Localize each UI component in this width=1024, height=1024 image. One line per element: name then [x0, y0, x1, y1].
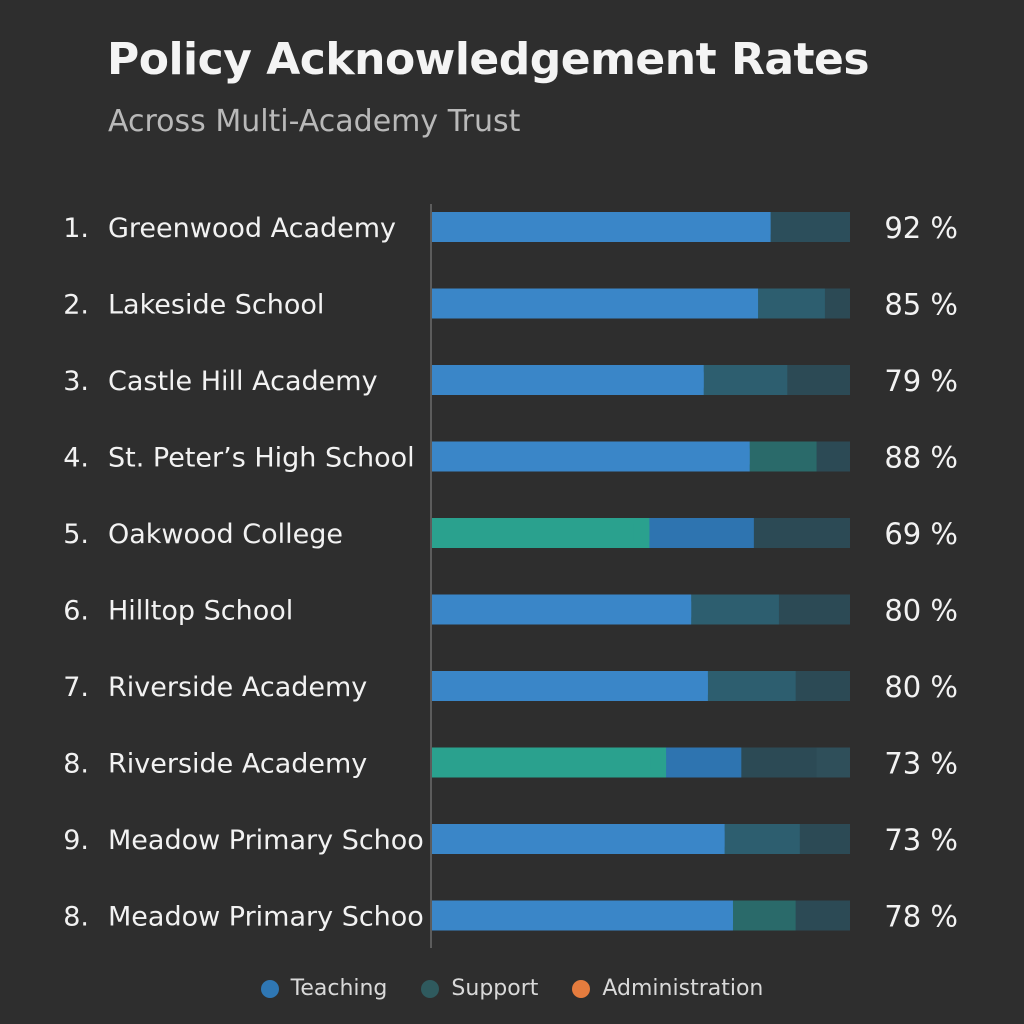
- bar-segment: [432, 288, 763, 319]
- bar-segment-cap: [754, 212, 771, 242]
- legend-label-teaching: Teaching: [290, 976, 388, 1001]
- rank-label: 8.: [63, 902, 89, 933]
- bar-row: 5. Oakwood College 69 %: [63, 517, 958, 551]
- bar-segment: [753, 518, 850, 548]
- chart-subtitle: Across Multi-Academy Trust: [108, 104, 521, 139]
- bar-row: 8. Meadow Primary Schoo 78 %: [63, 900, 958, 934]
- value-label: 78 %: [884, 900, 958, 934]
- bar-segment: [432, 824, 729, 854]
- bar-segment: [432, 900, 737, 931]
- bar-segment: [707, 671, 800, 701]
- category-label: Riverside Academy: [108, 672, 367, 703]
- legend-item-teaching: Teaching: [260, 976, 388, 1001]
- bar-segment-cap: [742, 288, 759, 319]
- value-label: 92 %: [884, 211, 958, 245]
- bar-segment: [749, 441, 821, 472]
- value-label: 80 %: [884, 670, 958, 704]
- bar-segment: [816, 441, 850, 472]
- bar-row: 8. Riverside Academy 73 %: [63, 747, 958, 781]
- bar-segment: [795, 900, 850, 931]
- rank-label: 2.: [63, 290, 89, 321]
- category-label: Riverside Academy: [108, 749, 367, 780]
- value-label: 79 %: [884, 364, 958, 398]
- bar-row: 9. Meadow Primary Schoo 73 %: [63, 823, 958, 857]
- bar-segment: [432, 518, 654, 548]
- value-label: 73 %: [884, 823, 958, 857]
- category-label: Oakwood College: [108, 519, 343, 550]
- value-label: 85 %: [884, 288, 958, 322]
- category-label: Meadow Primary Schoo: [108, 825, 424, 856]
- legend-swatch-teaching: [260, 979, 279, 998]
- chart-legend: Teaching Support Administration: [0, 976, 1024, 1001]
- bar-row: 1. Greenwood Academy 92 %: [63, 211, 958, 245]
- bar-segment: [741, 747, 821, 778]
- category-label: St. Peter’s High School: [108, 443, 415, 474]
- bar-segment: [770, 212, 850, 242]
- bar-segment: [649, 518, 758, 548]
- bar-segment: [432, 441, 754, 472]
- rank-label: 7.: [63, 672, 89, 703]
- bar-segment-cap: [708, 824, 725, 854]
- bar-chart: 1. Greenwood Academy 92 % 2. Lakeside School…: [63, 204, 958, 948]
- bar-segment: [758, 288, 829, 319]
- rank-label: 5.: [63, 519, 89, 550]
- legend-item-support: Support: [421, 976, 538, 1001]
- rank-label: 8.: [63, 749, 89, 780]
- bar-segment: [799, 824, 850, 854]
- bar-segment-cap: [687, 365, 704, 395]
- rank-label: 4.: [63, 443, 89, 474]
- bar-segment-cap: [650, 747, 667, 778]
- legend-swatch-support: [421, 979, 440, 998]
- bar-row: 6. Hilltop School 80 %: [63, 594, 958, 628]
- bar-segment-cap: [675, 594, 692, 625]
- bar-segment: [432, 212, 775, 242]
- bar-segment-cap: [633, 518, 650, 548]
- bar-segment: [691, 594, 783, 625]
- bar-segment: [816, 747, 850, 778]
- legend-label-support: Support: [451, 976, 539, 1001]
- category-label: Lakeside School: [108, 290, 324, 321]
- legend-swatch-administration: [572, 979, 591, 998]
- bar-segment-cap: [691, 671, 708, 701]
- rank-label: 9.: [63, 825, 89, 856]
- bar-segment: [824, 288, 850, 319]
- bar-segment: [778, 594, 850, 625]
- bar-segment: [795, 671, 850, 701]
- bar-row: 7. Riverside Academy 80 %: [63, 670, 958, 704]
- category-label: Greenwood Academy: [108, 213, 396, 244]
- category-label: Meadow Primary Schoo: [108, 902, 424, 933]
- bar-segment: [787, 365, 850, 395]
- category-label: Hilltop School: [108, 596, 293, 627]
- bar-row: 4. St. Peter’s High School 88 %: [63, 441, 958, 475]
- category-label: Castle Hill Academy: [108, 366, 378, 397]
- bar-segment: [666, 747, 746, 778]
- bar-segment: [432, 747, 671, 778]
- bar-segment: [432, 671, 712, 701]
- bar-segment: [724, 824, 804, 854]
- rank-label: 6.: [63, 596, 89, 627]
- bar-segment: [432, 594, 696, 625]
- bar-row: 3. Castle Hill Academy 79 %: [63, 364, 958, 398]
- bar-segment: [703, 365, 792, 395]
- bar-segment: [432, 365, 708, 395]
- rank-label: 3.: [63, 366, 89, 397]
- bar-segment-cap: [716, 900, 733, 931]
- value-label: 88 %: [884, 441, 958, 475]
- value-label: 69 %: [884, 517, 958, 551]
- rank-label: 1.: [63, 213, 89, 244]
- chart-title: Policy Acknowledgement Rates: [107, 34, 870, 85]
- bar-segment: [732, 900, 800, 931]
- bar-segment-cap: [733, 441, 750, 472]
- value-label: 80 %: [884, 594, 958, 628]
- legend-label-administration: Administration: [602, 976, 764, 1001]
- value-label: 73 %: [884, 747, 958, 781]
- legend-item-administration: Administration: [572, 976, 763, 1001]
- bar-row: 2. Lakeside School 85 %: [63, 288, 958, 322]
